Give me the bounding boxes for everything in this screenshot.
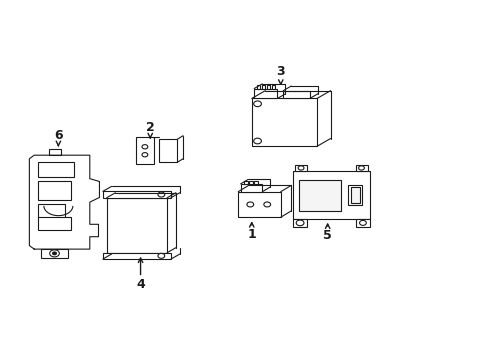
Bar (350, 187, 359, 203)
Bar (38, 162, 74, 177)
Circle shape (253, 101, 261, 107)
Bar (292, 219, 307, 227)
Bar (244, 181, 247, 184)
Bar (159, 139, 177, 162)
Bar (106, 198, 167, 253)
Circle shape (158, 253, 164, 258)
Text: 3: 3 (276, 66, 285, 78)
Bar (355, 219, 369, 227)
Text: 6: 6 (54, 129, 62, 142)
Bar (251, 99, 316, 146)
Bar (292, 171, 369, 219)
Circle shape (359, 220, 366, 225)
Bar (257, 85, 260, 89)
Bar (254, 181, 257, 184)
Circle shape (53, 252, 56, 255)
Circle shape (296, 220, 304, 226)
Circle shape (253, 138, 261, 144)
Circle shape (50, 250, 59, 257)
Bar (262, 85, 265, 89)
Circle shape (358, 166, 364, 170)
Bar (240, 184, 262, 192)
Bar (283, 91, 309, 99)
Bar (295, 165, 307, 171)
Text: 5: 5 (323, 229, 331, 242)
Text: 1: 1 (247, 229, 256, 242)
Bar (102, 192, 171, 198)
Bar (49, 149, 61, 155)
Bar (41, 249, 68, 258)
Circle shape (246, 202, 253, 207)
Bar (266, 85, 269, 89)
Bar (348, 185, 361, 205)
Bar (38, 181, 71, 200)
Bar (355, 165, 367, 171)
Bar (254, 89, 277, 99)
Circle shape (264, 202, 270, 207)
Bar (249, 181, 252, 184)
Bar (271, 85, 274, 89)
Bar (102, 253, 171, 259)
Bar (136, 138, 154, 164)
Bar (38, 204, 65, 218)
Circle shape (298, 166, 304, 170)
Text: 4: 4 (136, 278, 144, 291)
Text: 2: 2 (145, 121, 154, 134)
Circle shape (142, 145, 147, 149)
Bar (298, 180, 341, 211)
Circle shape (142, 153, 147, 157)
Bar (38, 217, 71, 230)
Bar (238, 192, 280, 217)
Circle shape (158, 192, 164, 197)
